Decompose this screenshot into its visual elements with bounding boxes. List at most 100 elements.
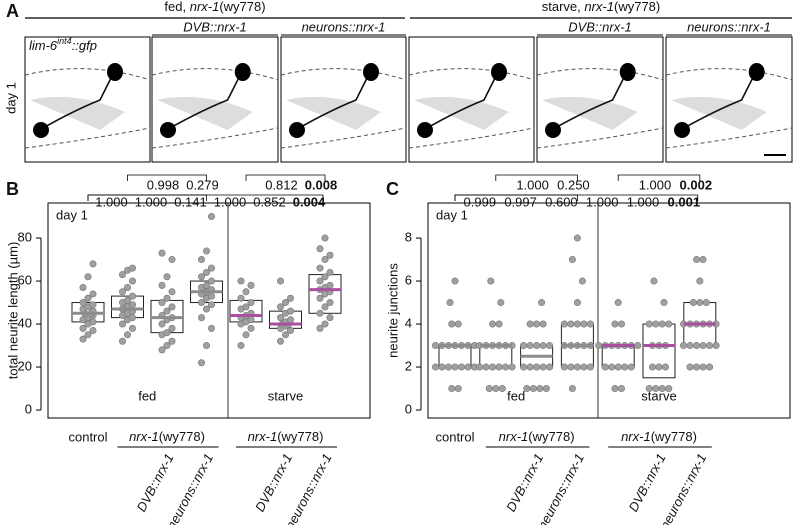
data-point [89,260,97,268]
data-point [560,320,568,328]
data-point [546,363,554,371]
data-point [242,331,250,339]
row-label: day 1 [3,82,18,114]
data-point [158,299,166,307]
data-point [119,271,127,279]
data-point [158,320,166,328]
p-value: 1.000 [516,177,549,192]
data-point [84,273,92,281]
data-point [79,335,87,343]
data-point [203,305,211,313]
data-point [168,337,176,345]
data-point [476,363,484,371]
p-value: 0.999 [464,194,497,209]
data-point [129,324,137,332]
data-point [464,363,472,371]
data-point [568,385,576,393]
haze [414,96,509,130]
x-tick-label: DVB::nrx-1 [252,451,295,514]
data-point [446,299,454,307]
neurite [426,74,498,129]
p-value: 0.997 [504,194,537,209]
data-point [431,363,439,371]
data-point [89,301,97,309]
data-point [686,342,694,350]
data-point [567,320,575,328]
p-value: 0.852 [253,194,286,209]
data-point [520,363,528,371]
y-tick-label: 2 [405,358,412,373]
comparison-bracket [617,174,701,181]
data-point [573,234,581,242]
y-tick-label: 60 [18,272,32,287]
data-point [129,277,137,285]
data-point [198,273,206,281]
data-point [321,320,329,328]
data-point [611,385,619,393]
p-value: 0.001 [668,194,701,209]
header: fed, nrx-1(wy778) [164,0,265,14]
data-point [448,320,456,328]
text-part: nrx-1 [129,429,159,444]
data-point [129,264,137,272]
data-point [578,277,586,285]
p-value: 0.998 [147,177,180,192]
data-point [539,363,547,371]
data-point [586,320,594,328]
data-point [482,363,490,371]
data-point [276,303,284,311]
data-point [247,281,255,289]
data-point [660,299,668,307]
data-point [699,363,707,371]
data-point [712,342,720,350]
genotype-label: nrx-1(wy778) [248,429,324,444]
genotype-label: nrx-1(wy778) [129,429,205,444]
data-point [538,299,546,307]
data-point [539,320,547,328]
soma [107,63,123,81]
soma [674,122,690,138]
body-outline [280,68,407,81]
data-point [276,337,284,345]
annotation: day 1 [436,207,468,222]
y-tick-label: 4 [405,315,412,330]
data-point [316,277,324,285]
data-point [286,307,294,315]
text-part: (wy778) [614,0,660,14]
data-point [237,342,245,350]
data-point [326,268,334,276]
data-point [168,324,176,332]
text-part: int4 [57,36,72,46]
data-point [699,256,707,264]
soma [491,63,507,81]
data-point [203,247,211,255]
data-point [502,363,510,371]
data-point [495,363,503,371]
comparison-bracket [454,194,699,201]
data-point [614,363,622,371]
data-point [655,363,663,371]
data-point [526,342,534,350]
data-point [611,320,619,328]
y-tick-label: 40 [18,315,32,330]
neurite [169,74,241,129]
y-tick-label: 0 [405,401,412,416]
text-part: starve, [542,0,581,14]
data-point [79,324,87,332]
y-tick-label: 6 [405,272,412,287]
body-outline [408,68,535,81]
data-point [79,299,87,307]
soma [417,122,433,138]
data-point [198,256,206,264]
data-point [208,324,216,332]
data-point [158,249,166,257]
data-point [696,299,704,307]
data-point [276,277,284,285]
data-point [198,299,206,307]
data-point [89,290,97,298]
data-point [286,294,294,302]
data-point [168,256,176,264]
body-outline [280,127,407,149]
data-point [454,385,462,393]
